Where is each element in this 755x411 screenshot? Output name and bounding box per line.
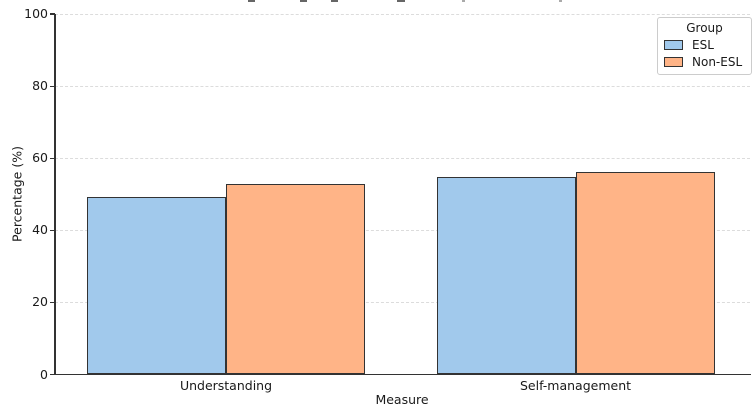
bar-self-management-esl bbox=[436, 177, 576, 375]
y-tick-label: 60 bbox=[32, 150, 48, 166]
clipped-title-fragment bbox=[248, 0, 255, 2]
clipped-title-fragment bbox=[331, 0, 338, 2]
y-tick-mark bbox=[50, 157, 55, 159]
legend-label: Non-ESL bbox=[692, 55, 743, 69]
bar-self-management-non-esl bbox=[575, 172, 715, 375]
legend-title: Group bbox=[686, 21, 723, 35]
y-tick-mark bbox=[50, 13, 55, 15]
x-axis-spine bbox=[54, 373, 751, 376]
gridline bbox=[55, 229, 750, 231]
y-tick-label: 100 bbox=[24, 6, 48, 21]
non-esl-color-swatch-icon bbox=[664, 57, 683, 67]
legend: Group ESL Non-ESL bbox=[657, 17, 752, 75]
y-tick-mark bbox=[50, 301, 55, 304]
y-tick-label: 40 bbox=[32, 222, 48, 238]
x-tick-label: Self-management bbox=[519, 378, 632, 393]
gridline bbox=[55, 13, 750, 15]
gridline bbox=[55, 301, 750, 303]
esl-color-swatch-icon bbox=[664, 40, 683, 50]
y-tick-mark bbox=[50, 373, 55, 376]
clipped-title-fragment bbox=[397, 0, 405, 2]
y-tick-label: 80 bbox=[32, 78, 48, 94]
legend-item-non-esl: Non-ESL bbox=[664, 55, 745, 69]
y-tick-mark bbox=[50, 229, 55, 231]
y-axis-spine bbox=[54, 14, 56, 375]
x-tick-label: Understanding bbox=[179, 378, 273, 393]
clipped-title-fragment bbox=[300, 0, 307, 2]
bar-understanding-esl bbox=[87, 197, 226, 375]
gridline bbox=[55, 157, 750, 159]
gridline bbox=[55, 85, 750, 87]
clipped-title-fragment bbox=[559, 0, 562, 2]
bar-understanding-non-esl bbox=[226, 184, 365, 375]
clipped-title-fragment bbox=[462, 0, 465, 2]
y-tick-label: 0 bbox=[40, 366, 48, 382]
legend-item-esl: ESL bbox=[664, 38, 745, 52]
x-axis-label: Measure bbox=[375, 392, 429, 407]
legend-label: ESL bbox=[692, 38, 714, 52]
y-axis-label: Percentage (%) bbox=[9, 146, 25, 242]
y-tick-mark bbox=[50, 85, 55, 87]
y-tick-label: 20 bbox=[32, 294, 48, 310]
